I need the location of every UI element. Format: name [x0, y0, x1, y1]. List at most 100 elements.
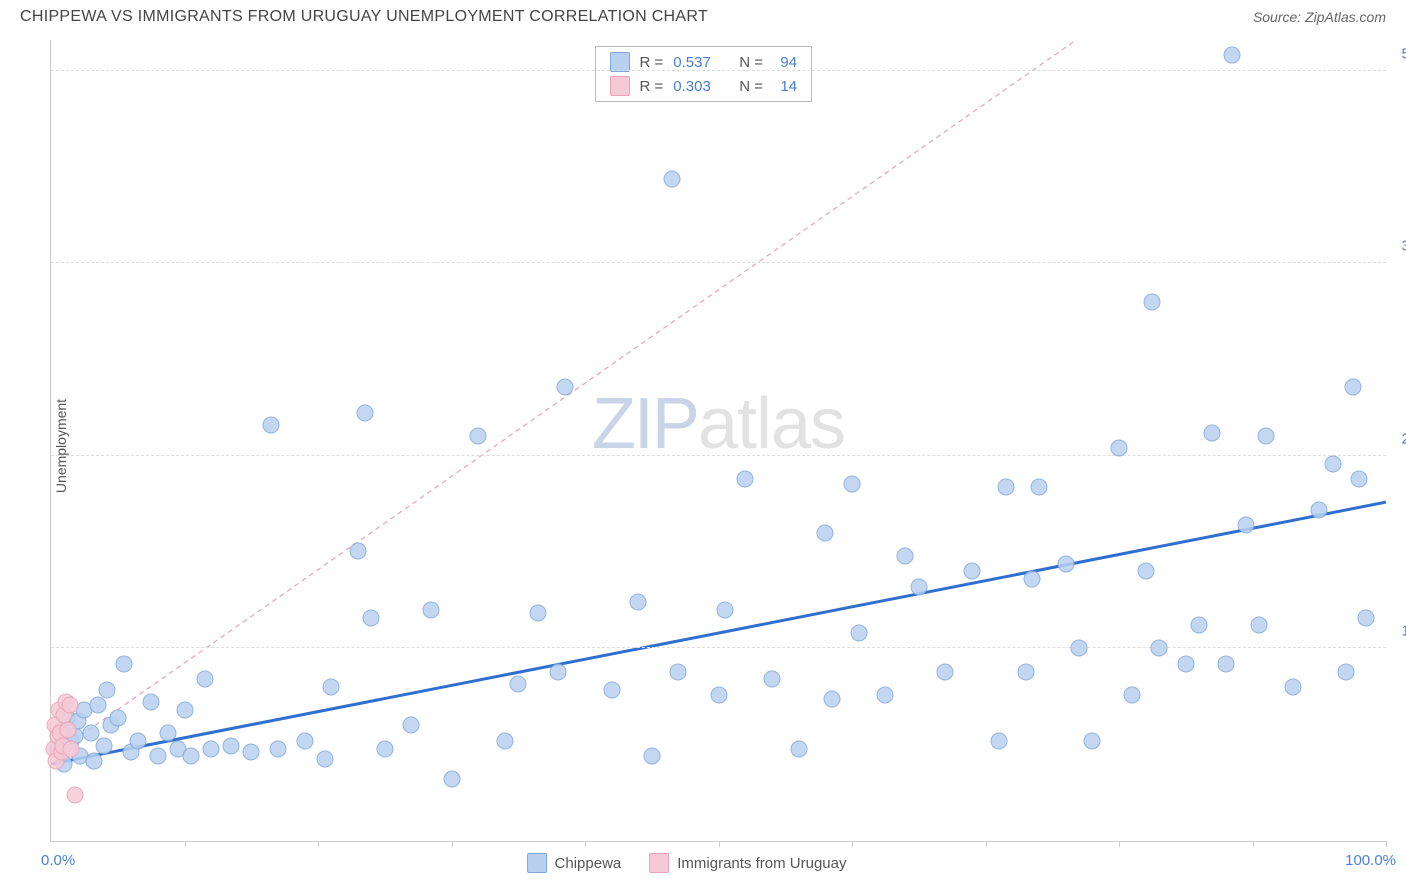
data-point [63, 740, 80, 757]
data-point [1084, 732, 1101, 749]
source-credit: Source: ZipAtlas.com [1253, 9, 1386, 25]
data-point [85, 752, 102, 769]
data-point [1337, 663, 1354, 680]
data-point [160, 725, 177, 742]
data-point [510, 675, 527, 692]
data-point [1057, 555, 1074, 572]
watermark: ZIPatlas [592, 383, 845, 465]
data-point [1351, 471, 1368, 488]
x-axis-min-label: 0.0% [41, 852, 75, 869]
data-point [149, 748, 166, 765]
data-point [60, 722, 77, 739]
x-tick [318, 841, 319, 847]
data-point [897, 548, 914, 565]
data-point [109, 709, 126, 726]
data-point [937, 663, 954, 680]
x-tick [185, 841, 186, 847]
data-point [183, 748, 200, 765]
data-point [1344, 378, 1361, 395]
data-point [1070, 640, 1087, 657]
data-point [496, 732, 513, 749]
r-label: R = [640, 54, 664, 71]
data-point [630, 594, 647, 611]
data-point [1017, 663, 1034, 680]
data-point [363, 609, 380, 626]
data-point [443, 771, 460, 788]
data-point [356, 404, 373, 421]
data-point [403, 717, 420, 734]
data-point [1024, 571, 1041, 588]
data-point [964, 563, 981, 580]
legend-swatch [649, 853, 669, 873]
data-point [1124, 686, 1141, 703]
n-value: 14 [773, 78, 797, 95]
trend-lines [51, 40, 1386, 841]
y-tick-label: 37.5% [1401, 238, 1406, 255]
x-tick [585, 841, 586, 847]
chart-legend: Chippewa Immigrants from Uruguay [527, 853, 847, 873]
data-point [643, 748, 660, 765]
data-point [423, 601, 440, 618]
data-point [269, 740, 286, 757]
data-point [470, 427, 487, 444]
n-label: N = [739, 78, 763, 95]
data-point [1284, 678, 1301, 695]
scatter-chart: ZIPatlas R = 0.537N = 94R = 0.303N = 14 … [50, 40, 1386, 842]
x-tick [1386, 841, 1387, 847]
data-point [663, 170, 680, 187]
data-point [823, 691, 840, 708]
data-point [296, 732, 313, 749]
data-point [323, 678, 340, 695]
data-point [550, 663, 567, 680]
data-point [99, 682, 116, 699]
data-point [1224, 47, 1241, 64]
y-tick-label: 50.0% [1401, 45, 1406, 62]
legend-swatch [527, 853, 547, 873]
data-point [89, 697, 106, 714]
legend-label: Chippewa [555, 855, 622, 872]
data-point [1311, 501, 1328, 518]
x-tick [719, 841, 720, 847]
gridline [51, 70, 1386, 71]
data-point [737, 471, 754, 488]
data-point [1137, 563, 1154, 580]
gridline [51, 455, 1386, 456]
legend-label: Immigrants from Uruguay [677, 855, 846, 872]
data-point [670, 663, 687, 680]
data-point [790, 740, 807, 757]
data-point [1324, 455, 1341, 472]
correlation-stats-box: R = 0.537N = 94R = 0.303N = 14 [595, 46, 813, 102]
data-point [1251, 617, 1268, 634]
data-point [129, 732, 146, 749]
gridline [51, 262, 1386, 263]
data-point [1111, 440, 1128, 457]
data-point [203, 740, 220, 757]
data-point [223, 737, 240, 754]
x-tick [852, 841, 853, 847]
data-point [877, 686, 894, 703]
data-point [710, 686, 727, 703]
data-point [556, 378, 573, 395]
chart-title: CHIPPEWA VS IMMIGRANTS FROM URUGUAY UNEM… [20, 8, 708, 26]
data-point [243, 743, 260, 760]
data-point [1357, 609, 1374, 626]
x-tick [452, 841, 453, 847]
data-point [176, 702, 193, 719]
data-point [990, 732, 1007, 749]
data-point [1204, 424, 1221, 441]
n-value: 94 [773, 54, 797, 71]
data-point [910, 578, 927, 595]
data-point [1257, 427, 1274, 444]
x-tick [1253, 841, 1254, 847]
data-point [143, 694, 160, 711]
data-point [1237, 517, 1254, 534]
series-swatch [610, 76, 630, 96]
stats-row: R = 0.303N = 14 [596, 74, 812, 98]
data-point [1191, 617, 1208, 634]
trend-line [51, 502, 1386, 764]
data-point [1217, 655, 1234, 672]
data-point [850, 625, 867, 642]
data-point [817, 524, 834, 541]
data-point [763, 671, 780, 688]
data-point [61, 697, 78, 714]
